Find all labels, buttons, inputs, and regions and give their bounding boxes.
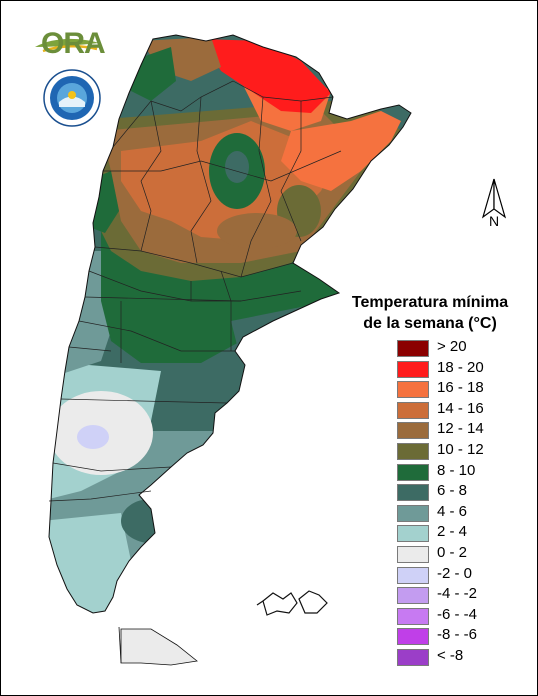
legend-swatch <box>397 628 429 646</box>
legend-swatch <box>397 545 429 563</box>
legend-label: -4 - -2 <box>437 585 478 603</box>
legend-swatch <box>397 442 429 460</box>
legend-swatch <box>397 504 429 522</box>
legend-label: 4 - 6 <box>437 502 468 520</box>
legend-label: > 20 <box>437 338 467 355</box>
legend-title-line-1: Temperatura mínima <box>351 294 509 311</box>
legend-label: 16 - 18 <box>437 379 484 397</box>
legend-label: -6 - -4 <box>437 605 478 623</box>
smn-seal-icon <box>43 69 101 127</box>
north-label: N <box>489 213 500 229</box>
legend-label: 18 - 20 <box>437 358 484 376</box>
north-arrow-icon <box>481 178 507 219</box>
legend-swatch <box>397 648 429 666</box>
ora-leaf-icon <box>35 38 99 53</box>
legend-swatch <box>397 360 429 378</box>
legend-label: -2 - 0 <box>437 564 473 582</box>
legend-label: 2 - 4 <box>437 523 468 541</box>
legend-swatch <box>397 381 429 399</box>
legend-label: < -8 <box>437 646 464 664</box>
legend-label: 8 - 10 <box>437 461 476 479</box>
legend-swatch <box>397 463 429 481</box>
legend-label: 14 - 16 <box>437 399 484 417</box>
legend-label: 0 - 2 <box>437 543 468 561</box>
legend-label: -8 - -6 <box>437 626 478 644</box>
legend-swatch <box>397 607 429 625</box>
ora-logo: ORA <box>41 27 106 60</box>
legend-label: 6 - 8 <box>437 482 468 500</box>
legend-swatch <box>397 566 429 584</box>
legend-swatch <box>397 340 429 357</box>
legend-swatch <box>397 484 429 502</box>
legend-swatch <box>397 525 429 543</box>
legend-swatch <box>397 587 429 605</box>
legend-swatch <box>397 401 429 419</box>
legend-swatch <box>397 422 429 440</box>
legend-label: 12 - 14 <box>437 420 484 438</box>
legend-title: Temperatura mínima de la semana (°C) <box>337 292 523 334</box>
legend-title-line-2: de la semana (°C) <box>363 315 497 332</box>
legend-label: 10 - 12 <box>437 440 484 458</box>
